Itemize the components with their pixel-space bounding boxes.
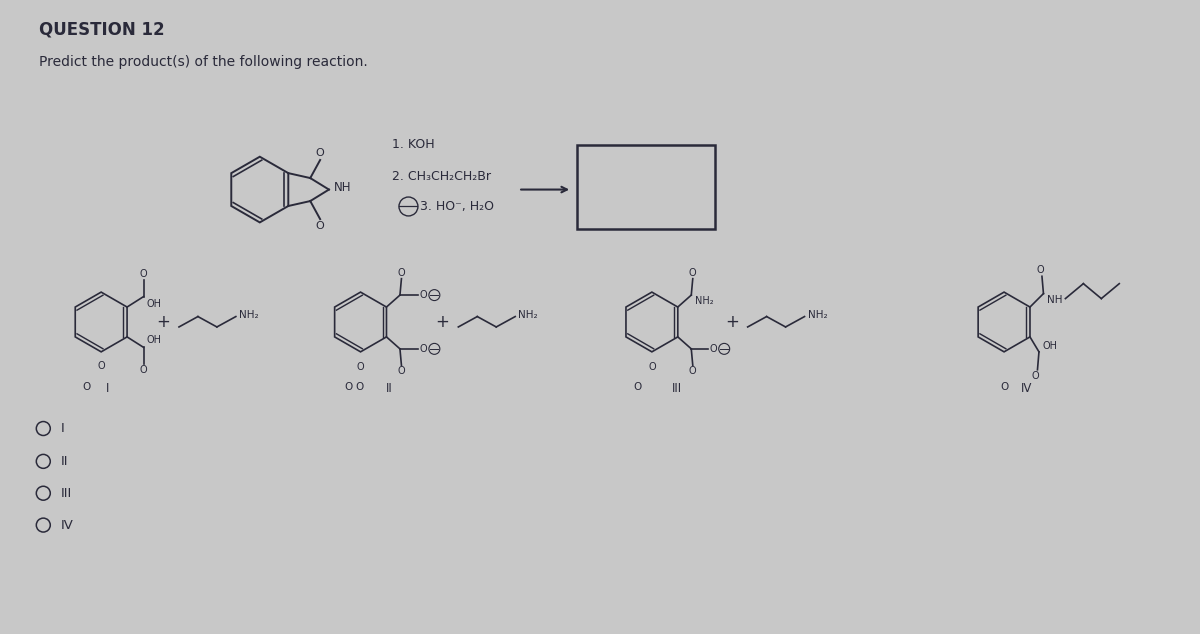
Text: O: O xyxy=(356,362,365,372)
Text: O: O xyxy=(97,361,104,371)
Text: NH: NH xyxy=(334,181,352,194)
Text: O: O xyxy=(316,221,324,231)
Text: O: O xyxy=(634,382,642,392)
Text: NH₂: NH₂ xyxy=(239,309,258,320)
Text: III: III xyxy=(61,487,72,500)
Text: O: O xyxy=(689,366,696,377)
Text: O: O xyxy=(1036,265,1044,275)
Text: O: O xyxy=(1000,382,1008,392)
Text: +: + xyxy=(156,313,170,331)
Text: 3. HO⁻, H₂O: 3. HO⁻, H₂O xyxy=(420,200,494,213)
Text: IV: IV xyxy=(61,519,74,531)
Text: O: O xyxy=(344,382,353,392)
Text: II: II xyxy=(385,382,392,395)
Text: O: O xyxy=(316,148,324,158)
Text: O: O xyxy=(397,366,406,377)
Text: O: O xyxy=(420,290,427,300)
Text: O: O xyxy=(420,344,427,354)
Text: OH: OH xyxy=(146,299,162,309)
Text: 2. CH₃CH₂CH₂Br: 2. CH₃CH₂CH₂Br xyxy=(392,170,492,183)
Text: III: III xyxy=(672,382,682,395)
Text: O: O xyxy=(648,362,655,372)
Text: Predict the product(s) of the following reaction.: Predict the product(s) of the following … xyxy=(40,55,368,69)
Text: +: + xyxy=(725,313,739,331)
Text: I: I xyxy=(106,382,109,395)
Text: O: O xyxy=(1032,371,1039,381)
Text: O: O xyxy=(397,268,406,278)
Text: O: O xyxy=(82,382,90,392)
Text: OH: OH xyxy=(146,335,162,346)
Text: IV: IV xyxy=(1021,382,1032,395)
Bar xyxy=(577,145,715,230)
Text: NH: NH xyxy=(1048,295,1063,304)
Text: QUESTION 12: QUESTION 12 xyxy=(40,20,164,38)
Text: O: O xyxy=(139,269,148,279)
Text: II: II xyxy=(61,455,68,468)
Text: O: O xyxy=(709,344,718,354)
Text: +: + xyxy=(436,313,449,331)
Text: OH: OH xyxy=(1043,341,1058,351)
Text: 1. KOH: 1. KOH xyxy=(392,138,436,152)
Text: NH₂: NH₂ xyxy=(695,296,714,306)
Text: I: I xyxy=(61,422,65,435)
Text: NH₂: NH₂ xyxy=(518,309,538,320)
Text: O: O xyxy=(689,268,696,278)
Text: NH₂: NH₂ xyxy=(808,309,827,320)
Text: O: O xyxy=(355,382,364,392)
Text: O: O xyxy=(139,365,148,375)
